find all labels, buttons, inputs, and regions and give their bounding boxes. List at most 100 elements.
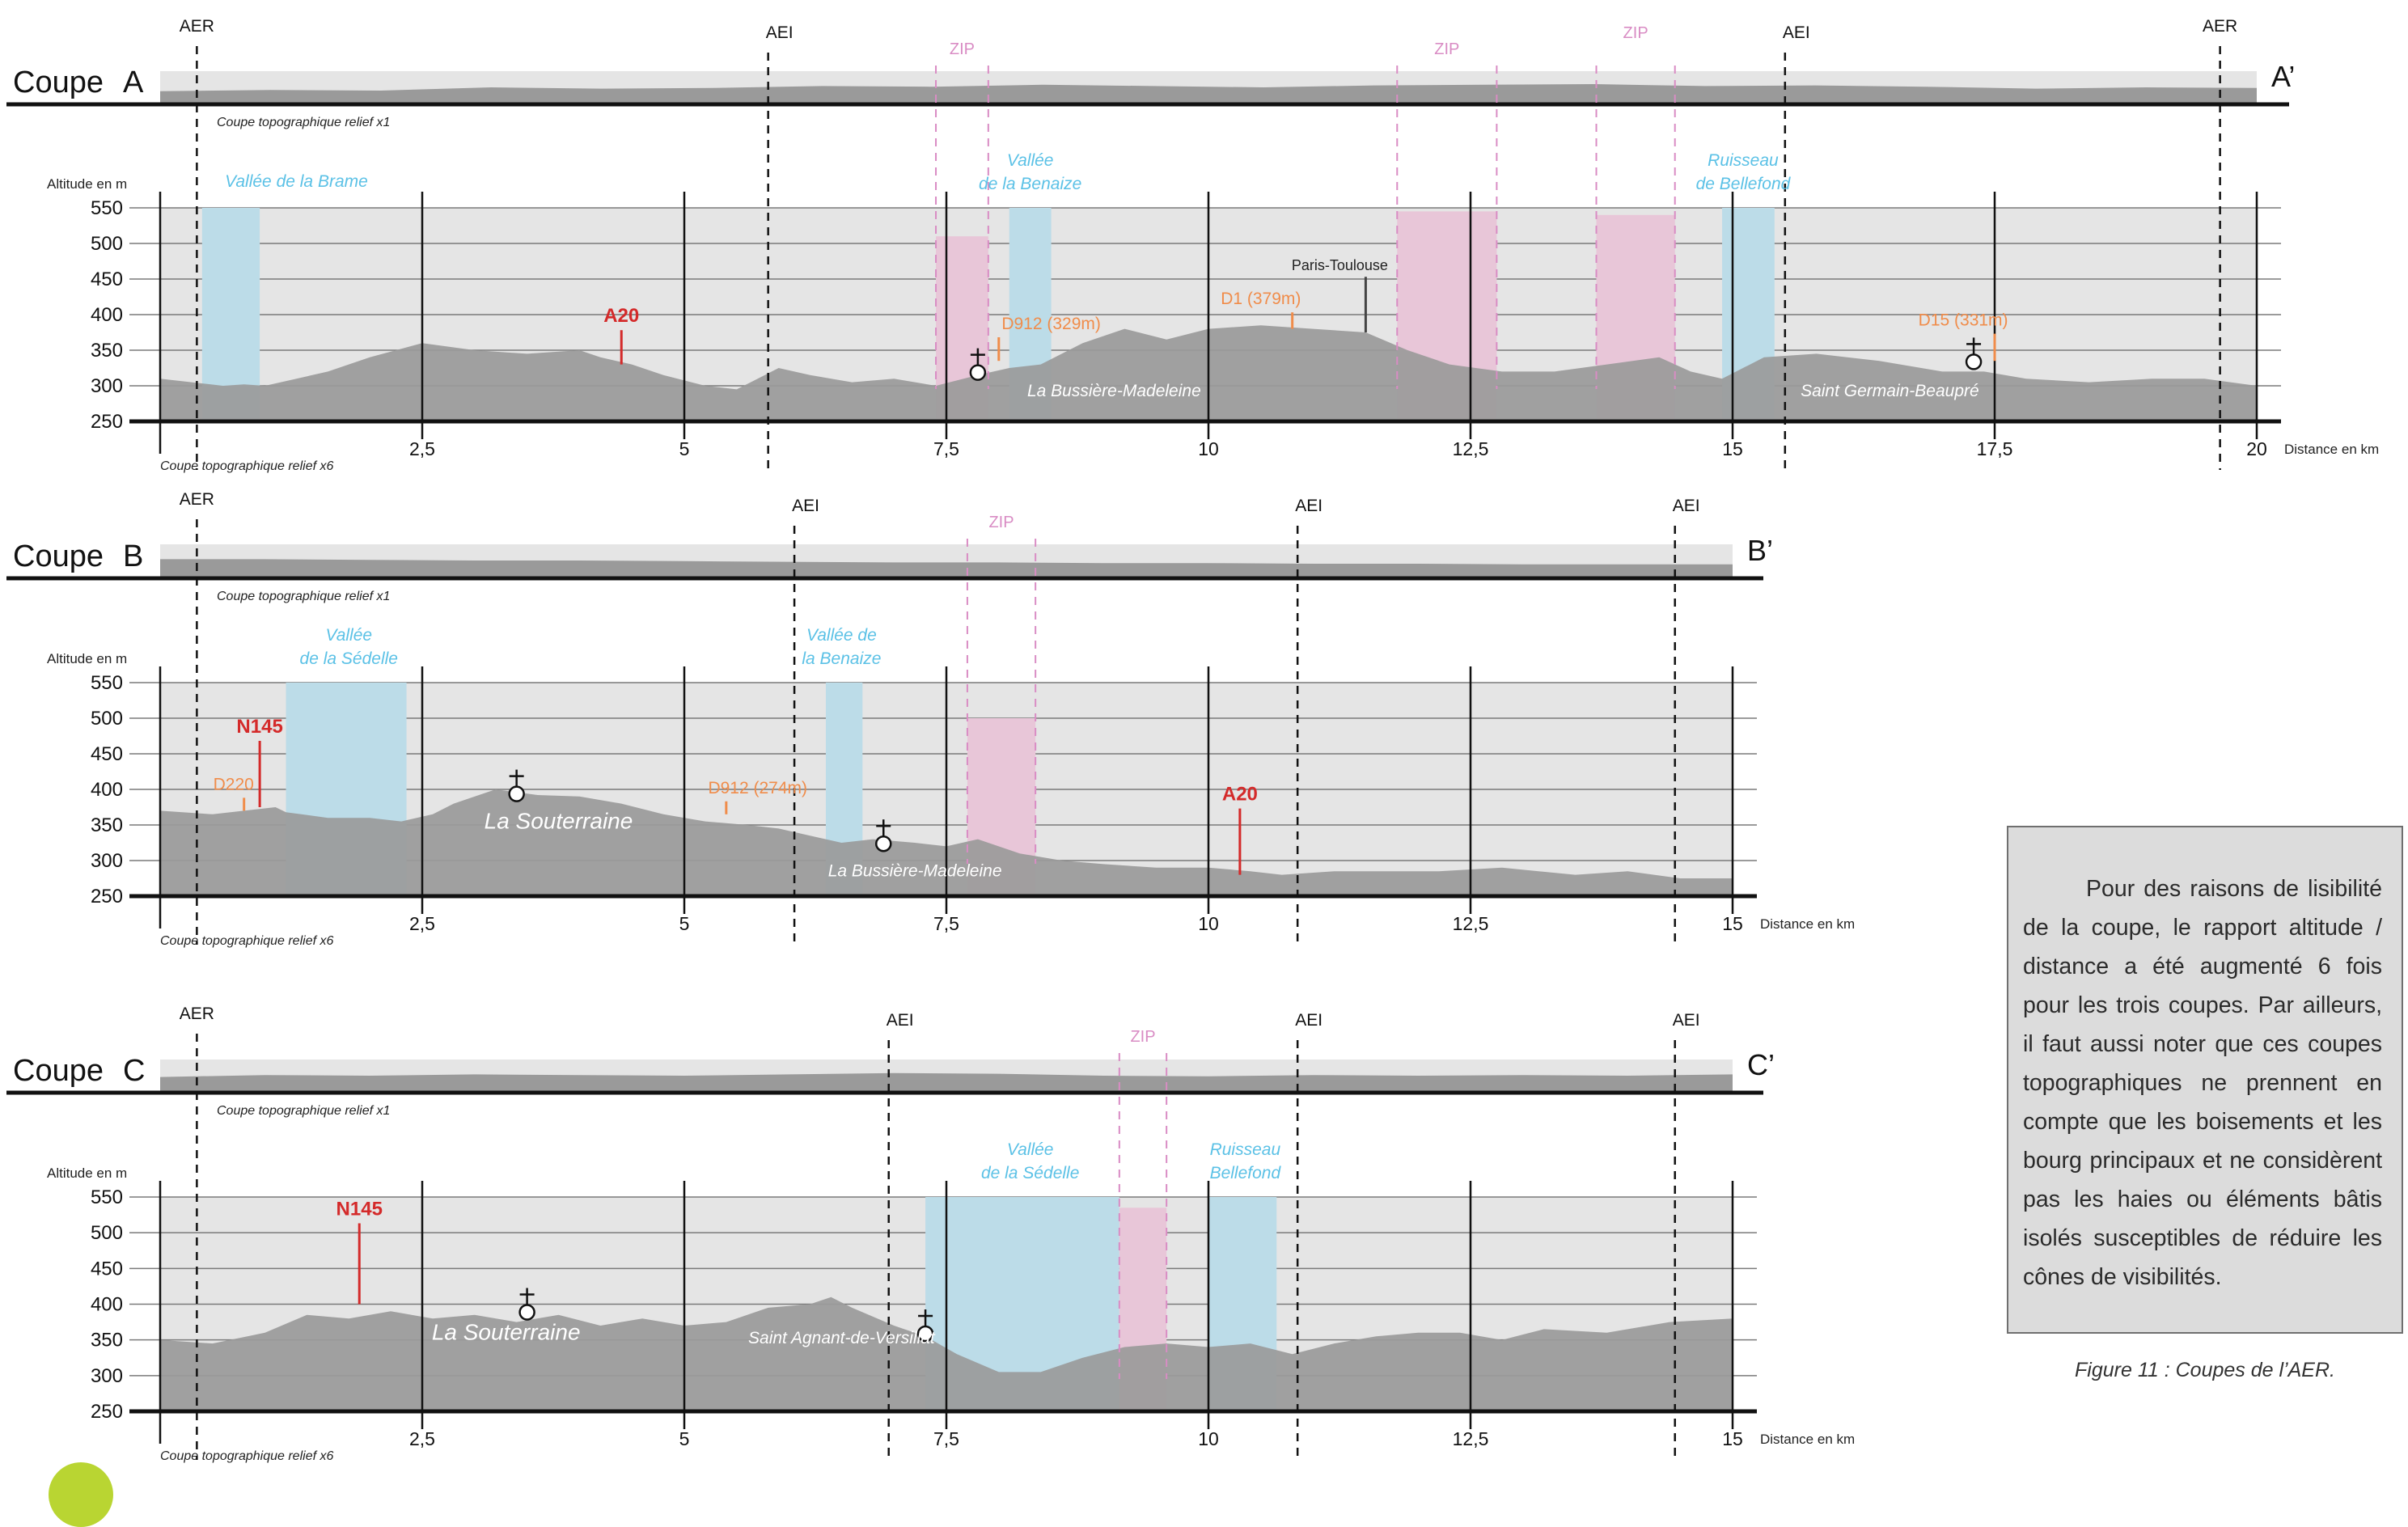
- aei-label: AEI: [1673, 1011, 1700, 1030]
- relief-x1-profile: [160, 84, 2257, 104]
- x-tick-label: 10: [1198, 438, 1219, 459]
- zip-label: ZIP: [1434, 40, 1459, 58]
- x-tick-label: 12,5: [1453, 438, 1489, 459]
- coupe-letter: A: [123, 66, 144, 99]
- road-label: D912 (329m): [1001, 315, 1101, 333]
- y-tick-label: 550: [91, 197, 123, 219]
- highway-label: N145: [336, 1199, 383, 1220]
- aei-label: AEI: [1673, 497, 1700, 515]
- y-tick-label: 400: [91, 1294, 123, 1316]
- aei-label: AEI: [887, 1011, 914, 1030]
- coupes-figure: Coupe A A’Coupe topographique relief x1550…: [6, 17, 2379, 1463]
- x-tick-label: 2,5: [409, 438, 435, 459]
- vallee-label: Vallée: [1007, 1140, 1054, 1159]
- church-icon: [874, 835, 892, 852]
- x-tick-label: 15: [1722, 913, 1743, 934]
- figure-caption: Figure 11 : Coupes de l’AER.: [2075, 1359, 2335, 1381]
- aei-label: AEI: [1783, 23, 1810, 42]
- town-label: La Souterraine: [432, 1320, 581, 1345]
- x-tick-label: 5: [679, 438, 690, 459]
- zip-label: ZIP: [1623, 24, 1648, 42]
- relief-x1-profile: [160, 559, 1733, 577]
- x-tick-label: 12,5: [1453, 1428, 1489, 1449]
- coupe-end-label: C’: [1747, 1048, 1775, 1081]
- aer-label: AER: [2203, 17, 2237, 36]
- church-icon: [1965, 353, 1983, 370]
- y-tick-label: 550: [91, 1186, 123, 1208]
- coupe-B: Coupe B B’Coupe topographique relief x1550…: [6, 490, 1855, 948]
- x-tick-label: 7,5: [933, 1428, 959, 1449]
- town-label: La Souterraine: [485, 808, 633, 833]
- aei-label: AEI: [766, 23, 793, 42]
- vallee-label: Vallée de: [806, 626, 877, 645]
- road-label: D15 (331m): [1919, 311, 2008, 330]
- road-label: D1 (379m): [1221, 290, 1301, 308]
- relief-x6-label: Coupe topographique relief x6: [160, 459, 333, 473]
- y-tick-label: 450: [91, 743, 123, 765]
- y-tick-label: 250: [91, 886, 123, 907]
- road-label: D220: [214, 775, 254, 793]
- note-text: Pour des raisons de lisibilité de la cou…: [2023, 876, 2382, 1290]
- vallee-label: Ruisseau: [1708, 151, 1779, 170]
- aer-label: AER: [180, 1005, 214, 1023]
- aei-label: AEI: [792, 497, 819, 515]
- vallee-label: Vallée: [1007, 151, 1054, 170]
- zip-label: ZIP: [950, 40, 975, 58]
- church-icon: [518, 1304, 535, 1321]
- x-tick-label: 12,5: [1453, 913, 1489, 934]
- relief-x6-label: Coupe topographique relief x6: [160, 1449, 333, 1463]
- coupe-end-label: A’: [2271, 60, 2295, 93]
- coupe-letter: C: [123, 1054, 145, 1088]
- x-tick-label: 5: [679, 1428, 690, 1449]
- y-tick-label: 450: [91, 1258, 123, 1280]
- coupe-title: Coupe: [13, 539, 104, 573]
- relief-x6-label: Coupe topographique relief x6: [160, 934, 333, 948]
- relief-x1-label: Coupe topographique relief x1: [217, 590, 390, 603]
- x-tick-label: 7,5: [933, 438, 959, 459]
- vallee-label-line2: Bellefond: [1210, 1164, 1282, 1182]
- y-tick-label: 400: [91, 779, 123, 801]
- coupe-title: Coupe: [13, 1054, 104, 1088]
- terrain-profile: [160, 789, 1733, 896]
- page-marker-dot: [49, 1462, 113, 1527]
- vallee-label-line2: de la Sédelle: [300, 649, 398, 668]
- x-tick-label: 5: [679, 913, 690, 934]
- x-tick-label: 2,5: [409, 1428, 435, 1449]
- aei-label: AEI: [1295, 1011, 1322, 1030]
- y-tick-label: 400: [91, 304, 123, 326]
- coupe-A: Coupe A A’Coupe topographique relief x1550…: [6, 17, 2379, 473]
- vallee-label-line2: de la Benaize: [979, 175, 1081, 193]
- town-label: La Bussière-Madeleine: [1027, 382, 1201, 400]
- x-tick-label: 17,5: [1977, 438, 2013, 459]
- altitude-label: Altitude en m: [47, 651, 127, 666]
- coupe-title: Coupe: [13, 66, 104, 99]
- highway-label: A20: [1222, 784, 1258, 806]
- relief-x1-label: Coupe topographique relief x1: [217, 1104, 390, 1118]
- church-icon: [969, 364, 987, 381]
- vallee-label: Vallée: [325, 626, 372, 645]
- vallee-label: Vallée de la Brame: [225, 172, 368, 191]
- altitude-label: Altitude en m: [47, 1165, 127, 1181]
- coupe-end-label: B’: [1747, 534, 1773, 567]
- y-tick-label: 500: [91, 1222, 123, 1244]
- coupe-letter: B: [123, 539, 143, 573]
- church-icon: [508, 785, 525, 802]
- x-tick-label: 2,5: [409, 913, 435, 934]
- zip-label: ZIP: [988, 514, 1014, 531]
- y-tick-label: 500: [91, 233, 123, 255]
- vallee-label-line2: de Bellefond: [1696, 175, 1792, 193]
- town-label: Saint Germain-Beaupré: [1801, 382, 1979, 400]
- relief-x1-label: Coupe topographique relief x1: [217, 116, 390, 129]
- road-label: D912 (274m): [708, 779, 807, 797]
- zip-label: ZIP: [1130, 1028, 1155, 1046]
- vallee-label-line2: la Benaize: [802, 649, 881, 668]
- town-label: Saint Agnant-de-Versillat: [748, 1329, 936, 1347]
- highway-label: N145: [236, 716, 282, 738]
- y-tick-label: 250: [91, 1401, 123, 1423]
- distance-label: Distance en km: [1760, 1432, 1855, 1447]
- x-tick-label: 10: [1198, 913, 1219, 934]
- x-tick-label: 10: [1198, 1428, 1219, 1449]
- y-tick-label: 300: [91, 375, 123, 397]
- distance-label: Distance en km: [2284, 442, 2379, 457]
- y-tick-label: 250: [91, 411, 123, 433]
